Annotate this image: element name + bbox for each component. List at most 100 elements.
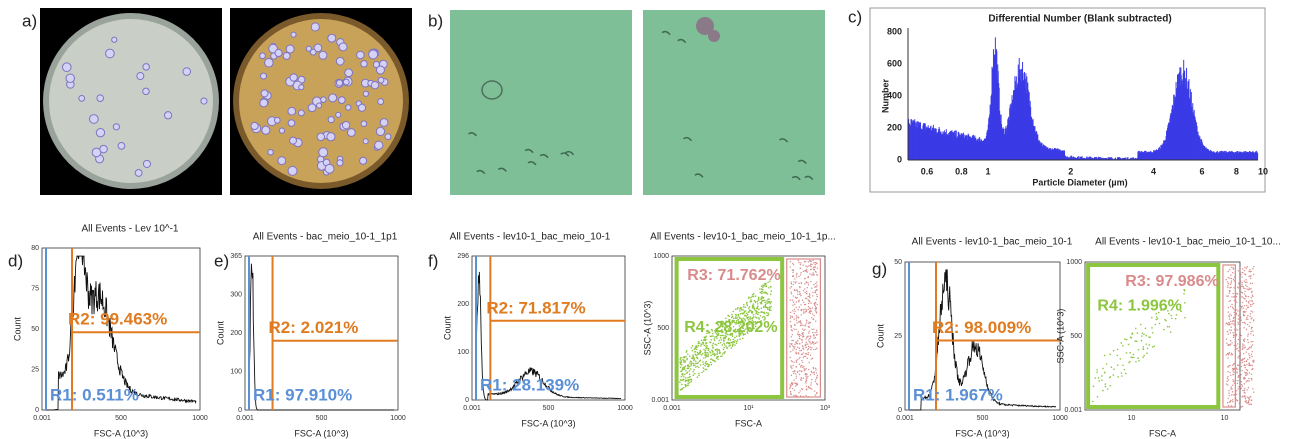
event xyxy=(1227,276,1229,279)
event xyxy=(1245,368,1248,371)
colony xyxy=(377,98,385,106)
colony xyxy=(345,104,352,111)
event xyxy=(1243,357,1246,360)
event xyxy=(792,274,794,277)
event xyxy=(1232,363,1235,366)
event xyxy=(1244,374,1247,377)
event xyxy=(732,325,735,328)
event xyxy=(791,339,793,342)
event xyxy=(716,333,719,336)
event xyxy=(764,301,766,304)
event xyxy=(1238,346,1240,348)
event xyxy=(801,339,804,341)
event xyxy=(734,340,736,342)
event xyxy=(1243,361,1245,363)
event xyxy=(708,348,710,350)
event xyxy=(767,298,769,301)
event xyxy=(1246,316,1248,319)
event xyxy=(1247,386,1250,389)
event xyxy=(725,333,728,335)
event xyxy=(738,329,741,331)
event xyxy=(734,317,737,320)
event xyxy=(1231,323,1233,325)
event xyxy=(803,335,805,338)
y-tick-label: 200 xyxy=(887,122,902,132)
colony xyxy=(305,45,312,52)
x-axis-label: FSC-A (10^3) xyxy=(955,428,1009,438)
event xyxy=(1250,345,1253,348)
colony xyxy=(374,140,384,150)
event xyxy=(750,330,752,332)
event xyxy=(797,331,800,333)
event xyxy=(734,336,736,339)
event xyxy=(1113,368,1115,371)
event xyxy=(705,368,708,371)
event xyxy=(796,272,798,275)
event xyxy=(1225,354,1227,356)
event xyxy=(689,368,692,370)
event xyxy=(705,360,708,363)
event xyxy=(813,337,815,339)
colony xyxy=(336,159,344,167)
event xyxy=(681,369,683,371)
y-axis-label: Count xyxy=(12,317,22,342)
event xyxy=(798,282,800,284)
panel-label: a) xyxy=(22,11,37,30)
event xyxy=(1144,327,1147,330)
event xyxy=(700,354,703,356)
event xyxy=(1237,329,1239,331)
event xyxy=(754,320,757,323)
event xyxy=(1246,363,1248,366)
colony xyxy=(313,43,323,53)
event xyxy=(1252,361,1255,363)
colony xyxy=(375,126,386,137)
event xyxy=(1248,363,1250,365)
event xyxy=(685,370,687,372)
event xyxy=(735,330,738,333)
event xyxy=(1148,344,1151,346)
event xyxy=(725,331,728,334)
event xyxy=(750,299,752,301)
event xyxy=(1252,330,1254,332)
event xyxy=(1239,309,1242,311)
event xyxy=(1229,299,1232,302)
event xyxy=(1129,360,1131,363)
event xyxy=(1237,321,1239,324)
event xyxy=(801,309,803,311)
event xyxy=(730,341,733,344)
event xyxy=(754,295,757,297)
event xyxy=(801,364,803,367)
colony xyxy=(163,111,173,120)
event xyxy=(1253,391,1255,393)
event xyxy=(813,266,816,269)
event xyxy=(805,310,808,312)
event xyxy=(752,315,755,318)
event xyxy=(750,311,753,313)
event xyxy=(816,341,818,343)
event xyxy=(759,314,762,317)
event xyxy=(1249,282,1252,285)
event xyxy=(1151,331,1154,334)
event xyxy=(795,366,797,368)
event xyxy=(725,320,728,322)
event xyxy=(811,342,813,344)
event xyxy=(804,288,806,290)
x-tick-label: 500 xyxy=(977,415,989,422)
event xyxy=(811,347,813,349)
y-tick-label: 365 xyxy=(230,253,242,260)
event xyxy=(816,293,818,296)
event xyxy=(1232,317,1235,320)
event xyxy=(792,269,795,271)
event xyxy=(803,368,805,370)
event xyxy=(815,307,817,310)
event xyxy=(1243,280,1246,282)
event xyxy=(1246,306,1249,309)
event xyxy=(814,306,817,308)
event xyxy=(1247,348,1250,350)
event xyxy=(692,374,695,377)
event xyxy=(811,263,813,266)
event xyxy=(804,355,807,358)
event xyxy=(789,386,792,388)
colony xyxy=(111,36,118,43)
